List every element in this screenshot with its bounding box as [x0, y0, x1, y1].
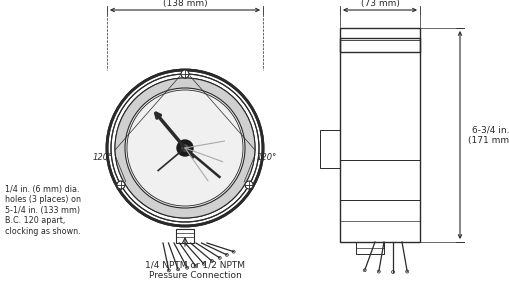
Circle shape — [181, 70, 189, 78]
Circle shape — [202, 262, 205, 265]
Bar — [340, 28, 419, 52]
Circle shape — [176, 268, 179, 271]
Circle shape — [218, 256, 221, 259]
Text: 6-3/4 in.
(171 mm): 6-3/4 in. (171 mm) — [467, 125, 509, 145]
Circle shape — [362, 269, 365, 272]
Text: 120°: 120° — [93, 153, 113, 163]
Circle shape — [377, 270, 380, 273]
Circle shape — [127, 90, 242, 206]
Bar — [340, 38, 419, 242]
Circle shape — [117, 181, 125, 189]
Text: 1/4 in. (6 mm) dia.
holes (3 places) on
5-1/4 in. (133 mm)
B.C. 120 apart,
clock: 1/4 in. (6 mm) dia. holes (3 places) on … — [5, 185, 81, 235]
Circle shape — [232, 250, 235, 253]
Text: 2-57/64 in.
(73 mm): 2-57/64 in. (73 mm) — [355, 0, 404, 8]
Bar — [319, 130, 340, 168]
Circle shape — [245, 181, 252, 189]
Text: 1/4 NPTM or 1/2 NPTM
Pressure Connection: 1/4 NPTM or 1/2 NPTM Pressure Connection — [145, 260, 244, 280]
Circle shape — [177, 140, 192, 156]
Circle shape — [115, 78, 255, 218]
Circle shape — [391, 270, 394, 273]
Circle shape — [182, 145, 188, 151]
Circle shape — [125, 88, 244, 208]
Circle shape — [167, 269, 170, 272]
Circle shape — [405, 270, 408, 273]
Text: 120°: 120° — [257, 153, 277, 163]
Text: 5-7/16 in.
(138 mm): 5-7/16 in. (138 mm) — [162, 0, 207, 8]
Bar — [176, 229, 193, 243]
Bar — [355, 242, 383, 254]
Circle shape — [194, 264, 196, 268]
Circle shape — [225, 253, 228, 256]
Circle shape — [210, 260, 213, 263]
Circle shape — [185, 266, 188, 269]
